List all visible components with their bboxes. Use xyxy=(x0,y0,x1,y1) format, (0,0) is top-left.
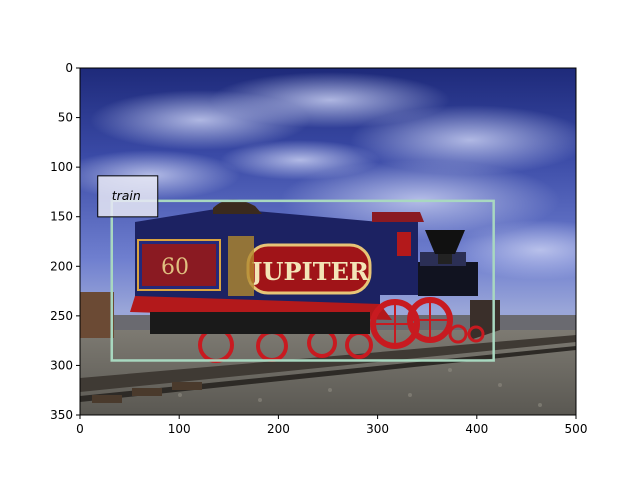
x-tick-label: 0 xyxy=(76,422,84,436)
y-tick-label: 100 xyxy=(50,160,73,174)
y-tick-label: 0 xyxy=(65,61,73,75)
locomotive-name: JUPITER xyxy=(249,257,370,286)
bounding-box xyxy=(110,199,495,362)
y-tick-label: 50 xyxy=(58,111,73,125)
axes-frame xyxy=(79,67,577,416)
photo: 60 JUPITER xyxy=(80,68,576,415)
locomotive: 60 JUPITER xyxy=(130,199,500,363)
bounding-box-label: train xyxy=(112,188,141,203)
y-tick-label: 300 xyxy=(50,358,73,372)
x-tick-label: 500 xyxy=(565,422,588,436)
x-tick-label: 300 xyxy=(366,422,389,436)
bounding-box-label-box xyxy=(97,175,159,218)
x-tick-label: 200 xyxy=(267,422,290,436)
x-tick-label: 400 xyxy=(465,422,488,436)
x-axis: 0 100 200 300 400 500 xyxy=(76,415,587,436)
y-tick-label: 150 xyxy=(50,210,73,224)
y-tick-label: 200 xyxy=(50,259,73,273)
y-tick-label: 250 xyxy=(50,309,73,323)
y-axis: 0 50 100 150 200 250 300 350 xyxy=(50,61,80,422)
tender-number: 60 xyxy=(161,255,189,280)
x-tick-label: 100 xyxy=(168,422,191,436)
y-tick-label: 350 xyxy=(50,408,73,422)
detections-layer: train xyxy=(97,175,495,362)
